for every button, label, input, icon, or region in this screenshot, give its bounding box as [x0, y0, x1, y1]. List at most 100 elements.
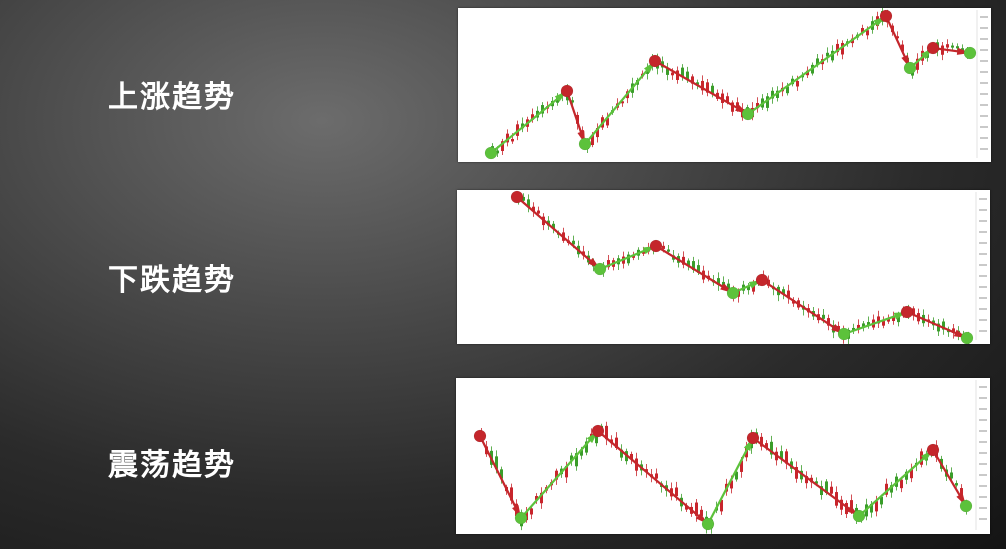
- candle-body: [845, 502, 848, 515]
- candle-body: [887, 318, 890, 322]
- price-tick-mark: [979, 474, 987, 476]
- candle-body: [736, 102, 739, 108]
- price-tick-mark: [979, 496, 987, 498]
- swing-low-dot: [959, 499, 973, 513]
- trend-arrow-line: [597, 430, 705, 521]
- candle-body: [552, 223, 555, 229]
- candle-body: [495, 456, 498, 469]
- candle-body: [731, 102, 734, 112]
- candle-body: [952, 328, 955, 333]
- candle-body: [720, 499, 723, 512]
- trend-arrow-line: [654, 60, 744, 112]
- price-tick-mark: [979, 308, 987, 310]
- candle-body: [875, 501, 878, 512]
- trend-arrow-line: [885, 15, 909, 64]
- trend-arrow-line: [565, 90, 585, 139]
- candle-body: [667, 249, 670, 252]
- price-tick-mark: [979, 231, 987, 233]
- candle-body: [506, 133, 509, 143]
- candle-body: [730, 480, 733, 489]
- trend-arrow-line: [858, 453, 930, 517]
- candle-body: [786, 86, 789, 94]
- candle-body: [890, 485, 893, 493]
- uptrend-label: 上涨趋势: [108, 80, 236, 115]
- candle-body: [796, 80, 799, 87]
- candle-body: [852, 327, 855, 331]
- candle-body: [575, 453, 578, 467]
- candle-body: [830, 486, 833, 494]
- price-tick-mark: [979, 264, 987, 266]
- candle-body: [666, 67, 669, 75]
- candle-body: [787, 290, 790, 299]
- candle-body: [496, 150, 499, 154]
- price-tick-mark: [979, 507, 987, 509]
- swing-high-dot: [879, 9, 893, 23]
- trend-arrow-line: [932, 449, 964, 502]
- candle-body: [501, 141, 504, 152]
- swing-high-dot: [755, 273, 769, 287]
- candle-body: [537, 210, 540, 214]
- candle-body: [717, 278, 720, 285]
- price-tick-mark: [979, 452, 987, 454]
- swing-low-dot: [837, 327, 851, 341]
- candle-body: [782, 289, 785, 295]
- candle-body: [655, 473, 658, 479]
- candle-body: [785, 451, 788, 464]
- candle-body: [572, 240, 575, 245]
- candle-body: [942, 321, 945, 330]
- candle-body: [621, 101, 624, 104]
- price-tick-mark: [980, 137, 988, 139]
- candle-body: [880, 496, 883, 505]
- candle-body: [675, 487, 678, 497]
- downtrend-chart: [510, 190, 987, 344]
- candle-body: [700, 509, 703, 516]
- price-tick-mark: [979, 397, 987, 399]
- price-tick-mark: [980, 93, 988, 95]
- candle-body: [605, 425, 608, 440]
- candle-body: [662, 245, 665, 249]
- price-tick-mark: [979, 286, 987, 288]
- swing-high-dot: [510, 190, 524, 204]
- trend-arrow-line: [752, 437, 855, 514]
- candle-body: [596, 128, 599, 138]
- candle-body: [955, 483, 958, 486]
- swing-low-dot: [578, 137, 592, 151]
- candle-body: [885, 483, 888, 495]
- candle-body: [532, 206, 535, 212]
- candle-body: [510, 487, 513, 501]
- price-tick-mark: [979, 463, 987, 465]
- sideways-chart: [473, 380, 987, 534]
- price-tick-mark: [980, 60, 988, 62]
- candle-body: [606, 118, 609, 126]
- candle-body: [571, 100, 574, 103]
- swing-low-dot: [960, 331, 974, 344]
- candle-body: [642, 251, 645, 254]
- candle-body: [766, 96, 769, 108]
- swing-high-dot: [926, 41, 940, 55]
- candle-body: [765, 443, 768, 449]
- candle-body: [916, 58, 919, 70]
- price-tick-mark: [979, 441, 987, 443]
- price-tick-mark: [979, 209, 987, 211]
- swing-high-dot: [746, 431, 760, 445]
- trend-arrow-line: [747, 18, 882, 115]
- sideways-label: 震荡趋势: [108, 448, 236, 483]
- price-tick-mark: [980, 104, 988, 106]
- price-tick-mark: [979, 419, 987, 421]
- candle-body: [825, 481, 828, 493]
- price-tick-mark: [979, 386, 987, 388]
- candle-body: [727, 283, 730, 290]
- candle-body: [760, 436, 763, 447]
- trend-arrow-line: [707, 442, 752, 525]
- candle-body: [800, 470, 803, 480]
- candle-body: [820, 486, 823, 496]
- candle-body: [816, 58, 819, 66]
- candle-body: [627, 254, 630, 264]
- price-tick-mark: [980, 38, 988, 40]
- candle-body: [541, 105, 544, 114]
- downtrend-chart-panel: [457, 190, 990, 344]
- candle-body: [912, 308, 915, 316]
- candle-body: [500, 469, 503, 479]
- candle-body: [841, 42, 844, 55]
- candle-body: [671, 72, 674, 76]
